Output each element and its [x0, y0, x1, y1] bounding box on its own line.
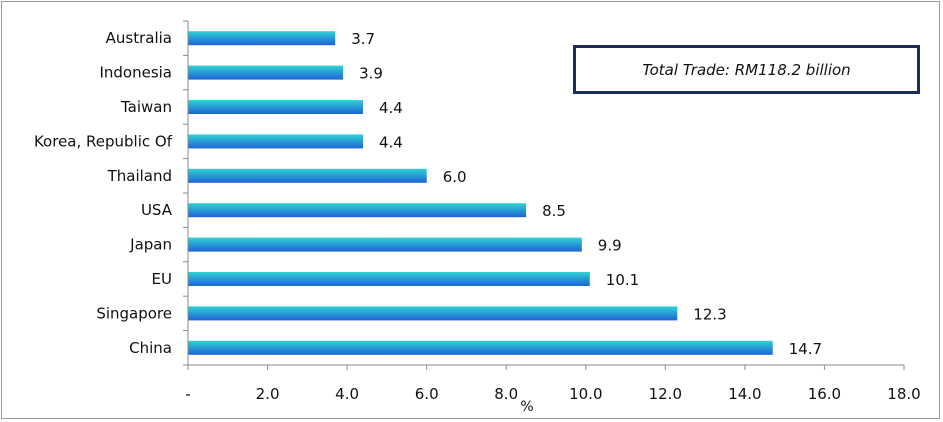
- data-label: 4.4: [379, 99, 403, 117]
- data-label: 14.7: [789, 340, 822, 358]
- x-tick-label: 8.0: [494, 385, 518, 403]
- data-label: 3.7: [351, 30, 375, 48]
- x-axis-title: %: [520, 399, 533, 415]
- category-label: Japan: [129, 236, 172, 254]
- x-tick-label: -: [185, 385, 190, 403]
- bar-australia: [188, 31, 336, 46]
- bar-japan: [188, 237, 582, 252]
- total-trade-annotation: Total Trade: RM118.2 billion: [573, 45, 920, 94]
- bar-singapore: [188, 306, 678, 321]
- x-tick-label: 18.0: [887, 385, 920, 403]
- data-label: 8.5: [542, 202, 566, 220]
- x-tick-label: 14.0: [728, 385, 761, 403]
- x-tick-label: 4.0: [335, 385, 359, 403]
- x-tick-label: 10.0: [569, 385, 602, 403]
- category-label: China: [129, 339, 172, 357]
- x-tick-label: 16.0: [808, 385, 841, 403]
- bar-eu: [188, 272, 590, 286]
- category-label: Thailand: [107, 167, 172, 185]
- bar-thailand: [188, 168, 427, 183]
- category-label: USA: [141, 201, 173, 219]
- data-label: 4.4: [379, 133, 403, 151]
- bar-korea-republic-of: [188, 134, 363, 149]
- bar-china: [188, 340, 773, 355]
- data-label: 12.3: [693, 305, 726, 323]
- data-label: 9.9: [598, 237, 622, 255]
- category-label: EU: [152, 270, 172, 288]
- x-tick-label: 2.0: [256, 385, 280, 403]
- x-tick-label: 6.0: [415, 385, 439, 403]
- category-label: Korea, Republic Of: [34, 132, 173, 150]
- bar-usa: [188, 203, 527, 218]
- category-label: Australia: [106, 29, 172, 47]
- x-tick-label: 12.0: [649, 385, 682, 403]
- category-label: Singapore: [96, 304, 172, 322]
- data-label: 6.0: [443, 168, 467, 186]
- bar-indonesia: [188, 65, 344, 80]
- category-label: Indonesia: [99, 64, 172, 82]
- category-label: Taiwan: [120, 98, 172, 116]
- data-label: 3.9: [359, 65, 383, 83]
- data-label: 10.1: [606, 271, 639, 289]
- bar-taiwan: [188, 100, 363, 114]
